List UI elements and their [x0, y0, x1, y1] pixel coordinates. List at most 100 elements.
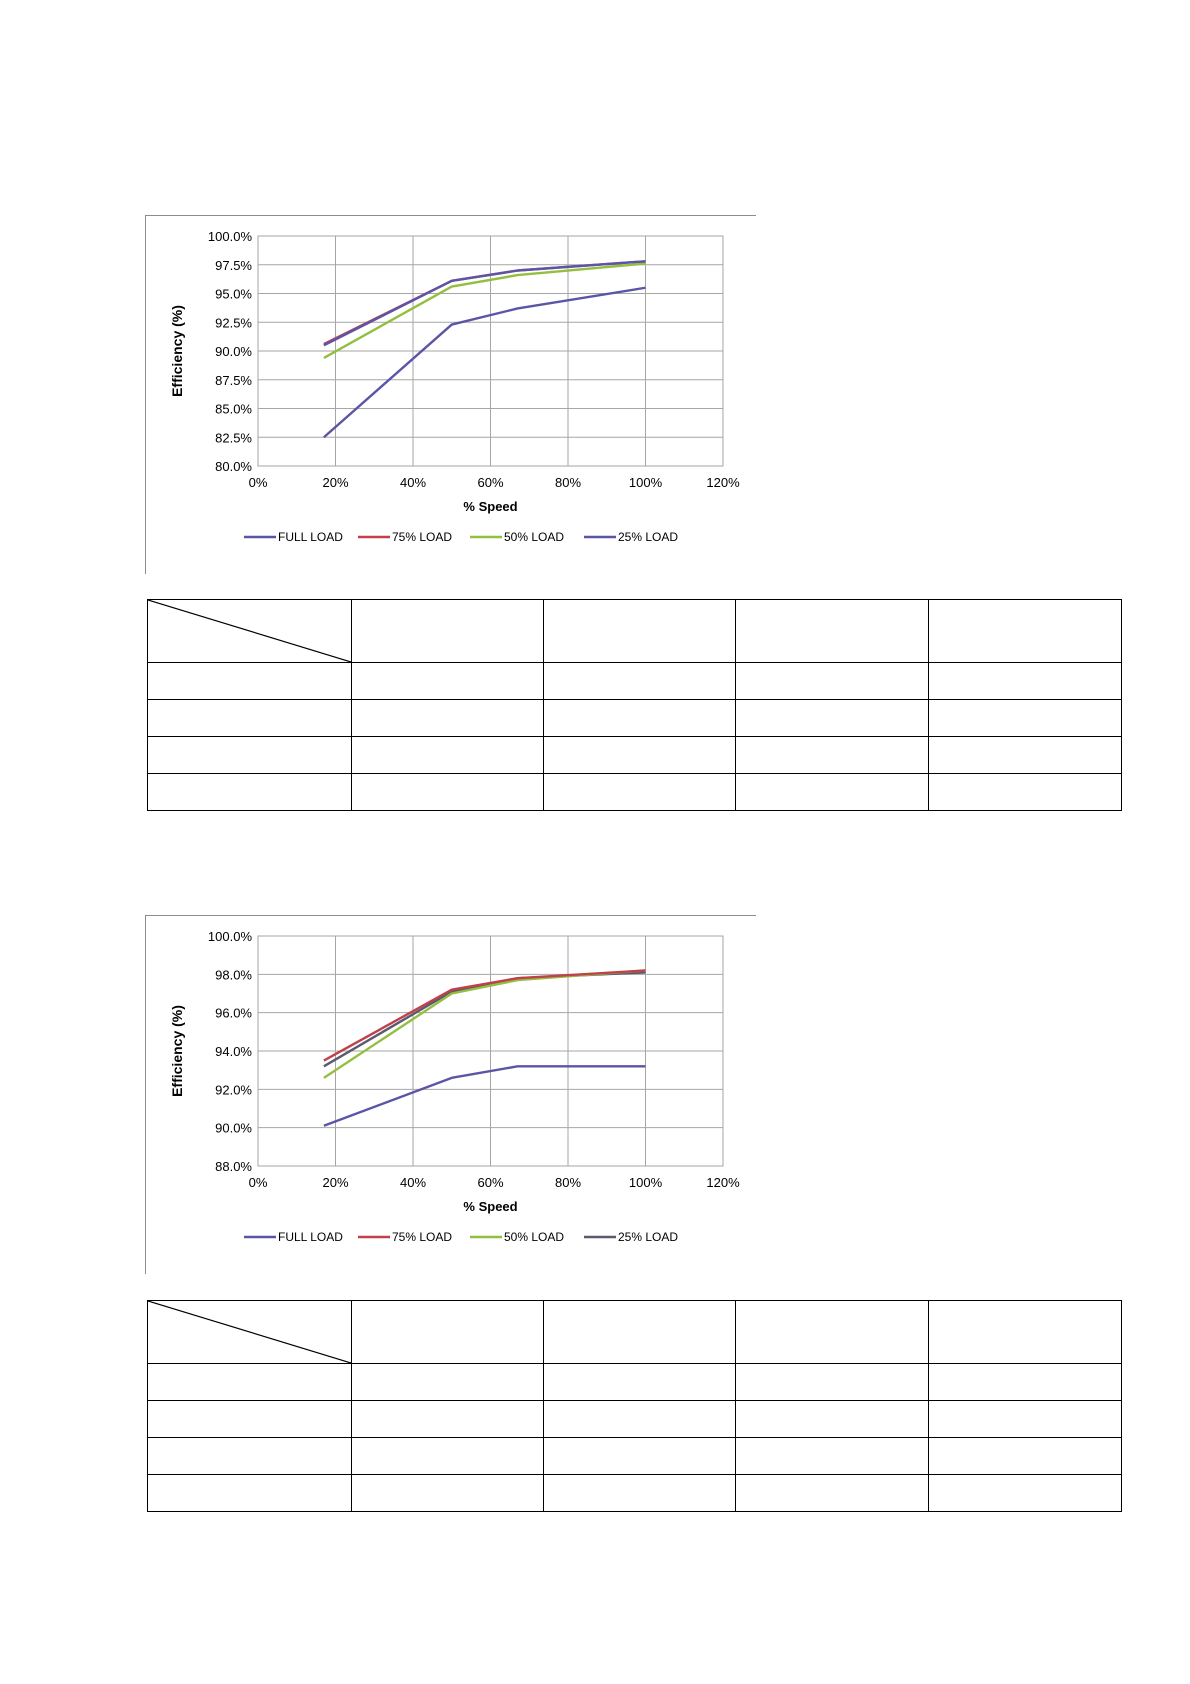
y-tick-label: 98.0% [215, 967, 252, 982]
table-cell [351, 736, 544, 774]
legend-label: 25% LOAD [618, 530, 678, 544]
legend-label: 25% LOAD [618, 1230, 678, 1244]
table-cell [147, 736, 352, 774]
x-axis-title: % Speed [463, 1199, 517, 1214]
series-line-full-load [323, 1065, 646, 1127]
table-cell [351, 1363, 544, 1401]
y-tick-label: 100.0% [208, 229, 253, 244]
table-cell [928, 736, 1122, 774]
x-tick-label: 60% [477, 475, 503, 490]
chart-2-svg: 100.0% 98.0% 96.0% 94.0% 92.0% 90.0% 88.0%0% 20… [169, 929, 740, 1244]
data-table-2 [147, 1300, 1122, 1512]
table-row [147, 699, 1122, 737]
x-axis-title: % Speed [463, 499, 517, 514]
table-cell [928, 1474, 1122, 1512]
efficiency-chart-2: 100.0% 98.0% 96.0% 94.0% 92.0% 90.0% 88.0% 0% 20… [145, 915, 756, 1274]
table-cell [351, 1437, 544, 1475]
table-cell [351, 662, 544, 700]
table-cell [543, 736, 736, 774]
diagonal-header-cell [147, 1300, 352, 1364]
table-cell [735, 599, 929, 663]
y-tick-label: 90.0% [215, 344, 252, 359]
y-tick-label: 80.0% [215, 459, 252, 474]
table-row [147, 1474, 1122, 1512]
legend-label: 75% LOAD [392, 530, 452, 544]
table-row [147, 736, 1122, 774]
table-cell [351, 1474, 544, 1512]
series-line-full-load [323, 260, 646, 347]
table-row [147, 773, 1122, 811]
table-cell [928, 599, 1122, 663]
table-cell [543, 1300, 736, 1364]
y-tick-label: 94.0% [215, 1044, 252, 1059]
table-cell [351, 599, 544, 663]
x-tick-label: 40% [400, 1175, 426, 1190]
table-header-row [147, 599, 1122, 663]
y-tick-label: 90.0% [215, 1121, 252, 1136]
table-cell [735, 1363, 929, 1401]
table-cell [543, 1474, 736, 1512]
legend-label: FULL LOAD [278, 530, 343, 544]
diagonal-line [148, 600, 351, 662]
table-cell [735, 1474, 929, 1512]
legend-label: 50% LOAD [504, 530, 564, 544]
x-tick-label: 80% [555, 1175, 581, 1190]
table-row [147, 1400, 1122, 1438]
x-tick-label: 0% [249, 475, 268, 490]
efficiency-chart-1: 100.0% 97.5% 95.0% 92.5% 90.0% 87.5% 85.0% 82.5… [145, 215, 756, 574]
data-table-1 [147, 599, 1122, 811]
legend-label: 75% LOAD [392, 1230, 452, 1244]
y-tick-label: 100.0% [208, 929, 253, 944]
x-tick-label: 80% [555, 475, 581, 490]
y-tick-label: 88.0% [215, 1159, 252, 1174]
table-cell [543, 773, 736, 811]
table-cell [147, 1400, 352, 1438]
table-row [147, 662, 1122, 700]
chart-1-svg: 100.0% 97.5% 95.0% 92.5% 90.0% 87.5% 85.0% 82.5… [169, 229, 740, 544]
table-cell [543, 599, 736, 663]
table-row [147, 1363, 1122, 1401]
series-line-25-load [323, 286, 646, 439]
table-cell [928, 773, 1122, 811]
y-tick-label: 92.5% [215, 315, 252, 330]
table-cell [735, 736, 929, 774]
y-axis-title: Efficiency (%) [169, 305, 185, 397]
table-cell [351, 1400, 544, 1438]
table-cell [543, 699, 736, 737]
table-cell [543, 1437, 736, 1475]
table-cell [735, 1300, 929, 1364]
diagonal-line [148, 1301, 351, 1363]
x-tick-label: 20% [322, 475, 348, 490]
table-cell [735, 1437, 929, 1475]
x-tick-label: 120% [706, 1175, 740, 1190]
series-line-50-load [323, 262, 646, 359]
table-cell [543, 1400, 736, 1438]
table-cell [147, 699, 352, 737]
y-tick-label: 82.5% [215, 430, 252, 445]
y-tick-label: 95.0% [215, 287, 252, 302]
x-tick-label: 40% [400, 475, 426, 490]
table-cell [147, 1437, 352, 1475]
table-cell [351, 699, 544, 737]
x-tick-label: 20% [322, 1175, 348, 1190]
table-cell [543, 662, 736, 700]
table-cell [351, 773, 544, 811]
x-tick-label: 0% [249, 1175, 268, 1190]
table-cell [735, 1400, 929, 1438]
table-cell [928, 1400, 1122, 1438]
table-cell [928, 699, 1122, 737]
table-cell [147, 1363, 352, 1401]
x-tick-label: 100% [629, 475, 663, 490]
x-tick-label: 60% [477, 1175, 503, 1190]
table-cell [351, 1300, 544, 1364]
table-cell [928, 662, 1122, 700]
series-line-75-load [323, 969, 646, 1062]
y-axis-title: Efficiency (%) [169, 1005, 185, 1097]
y-tick-label: 85.0% [215, 402, 252, 417]
diagonal-header-cell [147, 599, 352, 663]
table-cell [147, 1474, 352, 1512]
y-tick-label: 97.5% [215, 258, 252, 273]
x-tick-label: 120% [706, 475, 740, 490]
table-cell [735, 662, 929, 700]
legend-label: 50% LOAD [504, 1230, 564, 1244]
